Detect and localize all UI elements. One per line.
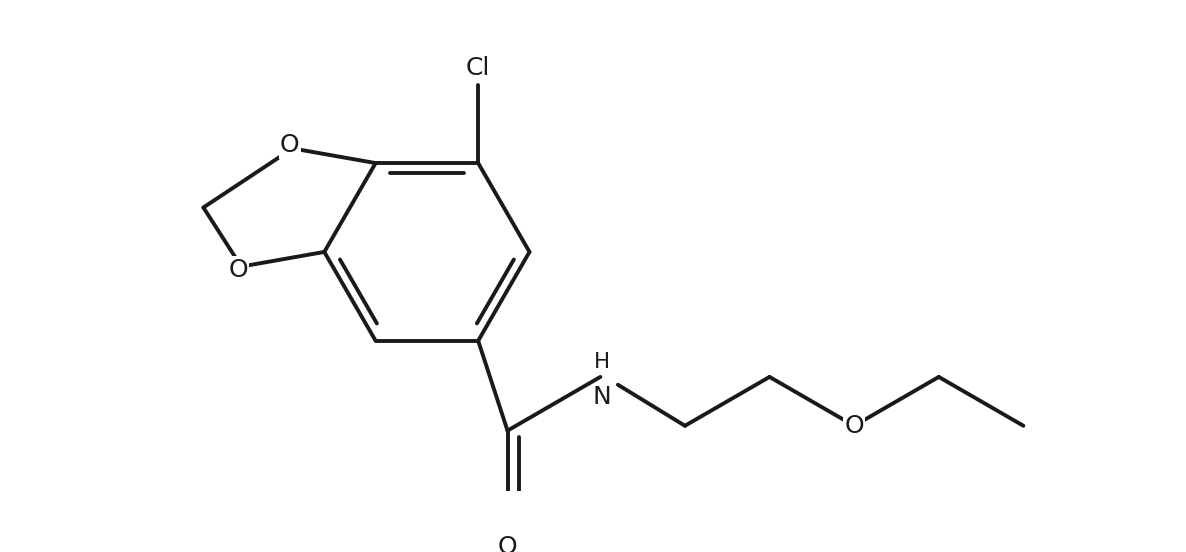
Text: O: O <box>844 414 863 438</box>
Text: Cl: Cl <box>466 56 490 80</box>
Text: O: O <box>229 258 248 282</box>
Text: O: O <box>280 134 299 157</box>
Text: N: N <box>593 385 612 408</box>
Text: H: H <box>594 352 611 372</box>
Text: O: O <box>498 535 517 552</box>
